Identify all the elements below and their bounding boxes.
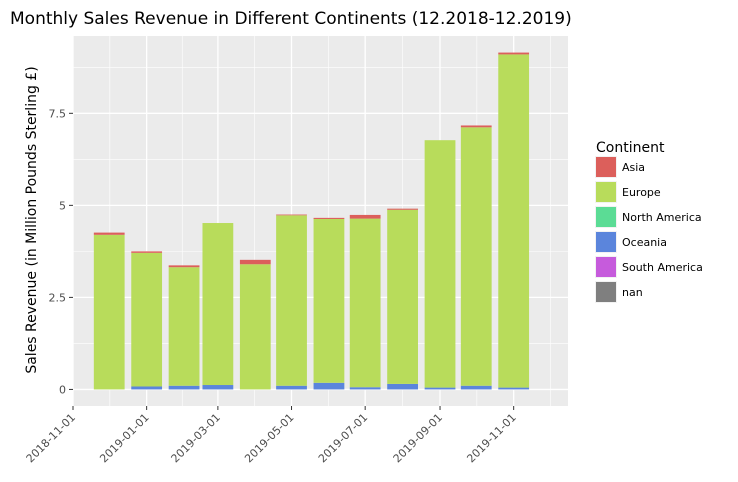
bar-segment <box>387 208 418 210</box>
x-tick-label: 2019-11-01 <box>464 411 518 465</box>
bar-stacks <box>93 52 530 390</box>
bar-segment <box>276 385 307 390</box>
x-tick-label: 2019-09-01 <box>391 411 445 465</box>
bar-segment <box>202 223 234 386</box>
bar-segment <box>93 232 125 235</box>
bar-segment <box>424 140 456 388</box>
bar-segment <box>93 234 125 390</box>
legend: Continent Asia Europe North America Oceania… <box>595 140 703 303</box>
bar-segment <box>239 259 271 265</box>
legend-label: Asia <box>622 161 645 174</box>
legend-label: Europe <box>622 186 661 199</box>
y-tick-label: 5 <box>59 199 66 212</box>
x-tick-label: 2019-05-01 <box>242 411 296 465</box>
legend-label: Oceania <box>622 236 667 249</box>
x-tick-label: 2019-03-01 <box>169 411 223 465</box>
bar-segment <box>387 383 418 390</box>
bar-segment <box>498 387 530 390</box>
bar-segment <box>349 218 381 388</box>
bar-segment <box>387 209 418 384</box>
x-tick-label: 2019-01-01 <box>97 411 151 465</box>
legend-swatch <box>596 157 616 177</box>
legend-swatch <box>596 282 616 302</box>
chart-title: Monthly Sales Revenue in Different Conti… <box>10 9 572 29</box>
legend-title: Continent <box>596 140 665 156</box>
bar-segment <box>202 385 234 390</box>
legend-label: South America <box>622 261 703 274</box>
legend-label: nan <box>622 286 643 299</box>
bar-segment <box>460 125 492 128</box>
bar-segment <box>168 385 200 390</box>
x-tick-label: 2019-07-01 <box>316 411 370 465</box>
legend-swatch <box>596 257 616 277</box>
y-axis: 0 2.5 5 7.5 <box>49 107 73 396</box>
bar-segment <box>424 387 456 390</box>
bar-segment <box>168 267 200 386</box>
bar-segment <box>460 385 492 390</box>
bar-segment <box>239 264 271 390</box>
bar-segment <box>349 214 381 219</box>
bar-segment <box>131 251 163 253</box>
bar-segment <box>168 265 200 268</box>
legend-swatch <box>596 207 616 227</box>
bar-segment <box>131 386 163 390</box>
y-tick-label: 7.5 <box>49 107 67 120</box>
legend-swatch <box>596 232 616 252</box>
legend-label: North America <box>622 211 702 224</box>
bar-segment <box>349 387 381 390</box>
bar-segment <box>313 382 345 390</box>
bar-segment <box>498 52 530 55</box>
x-axis: 2018-11-01 2019-01-01 2019-03-01 2019-05-01… <box>24 406 519 465</box>
y-tick-label: 2.5 <box>49 291 67 304</box>
bar-segment <box>276 214 307 216</box>
bar-segment <box>313 217 345 219</box>
bar-segment <box>313 218 345 383</box>
bar-segment <box>460 127 492 386</box>
y-axis-title: Sales Revenue (in Million Pounds Sterlin… <box>24 66 40 373</box>
legend-swatch <box>596 182 616 202</box>
y-tick-label: 0 <box>59 383 66 396</box>
bar-segment <box>498 54 530 388</box>
bar-segment <box>276 215 307 386</box>
x-tick-label: 2018-11-01 <box>24 411 78 465</box>
bar-segment <box>131 252 163 387</box>
